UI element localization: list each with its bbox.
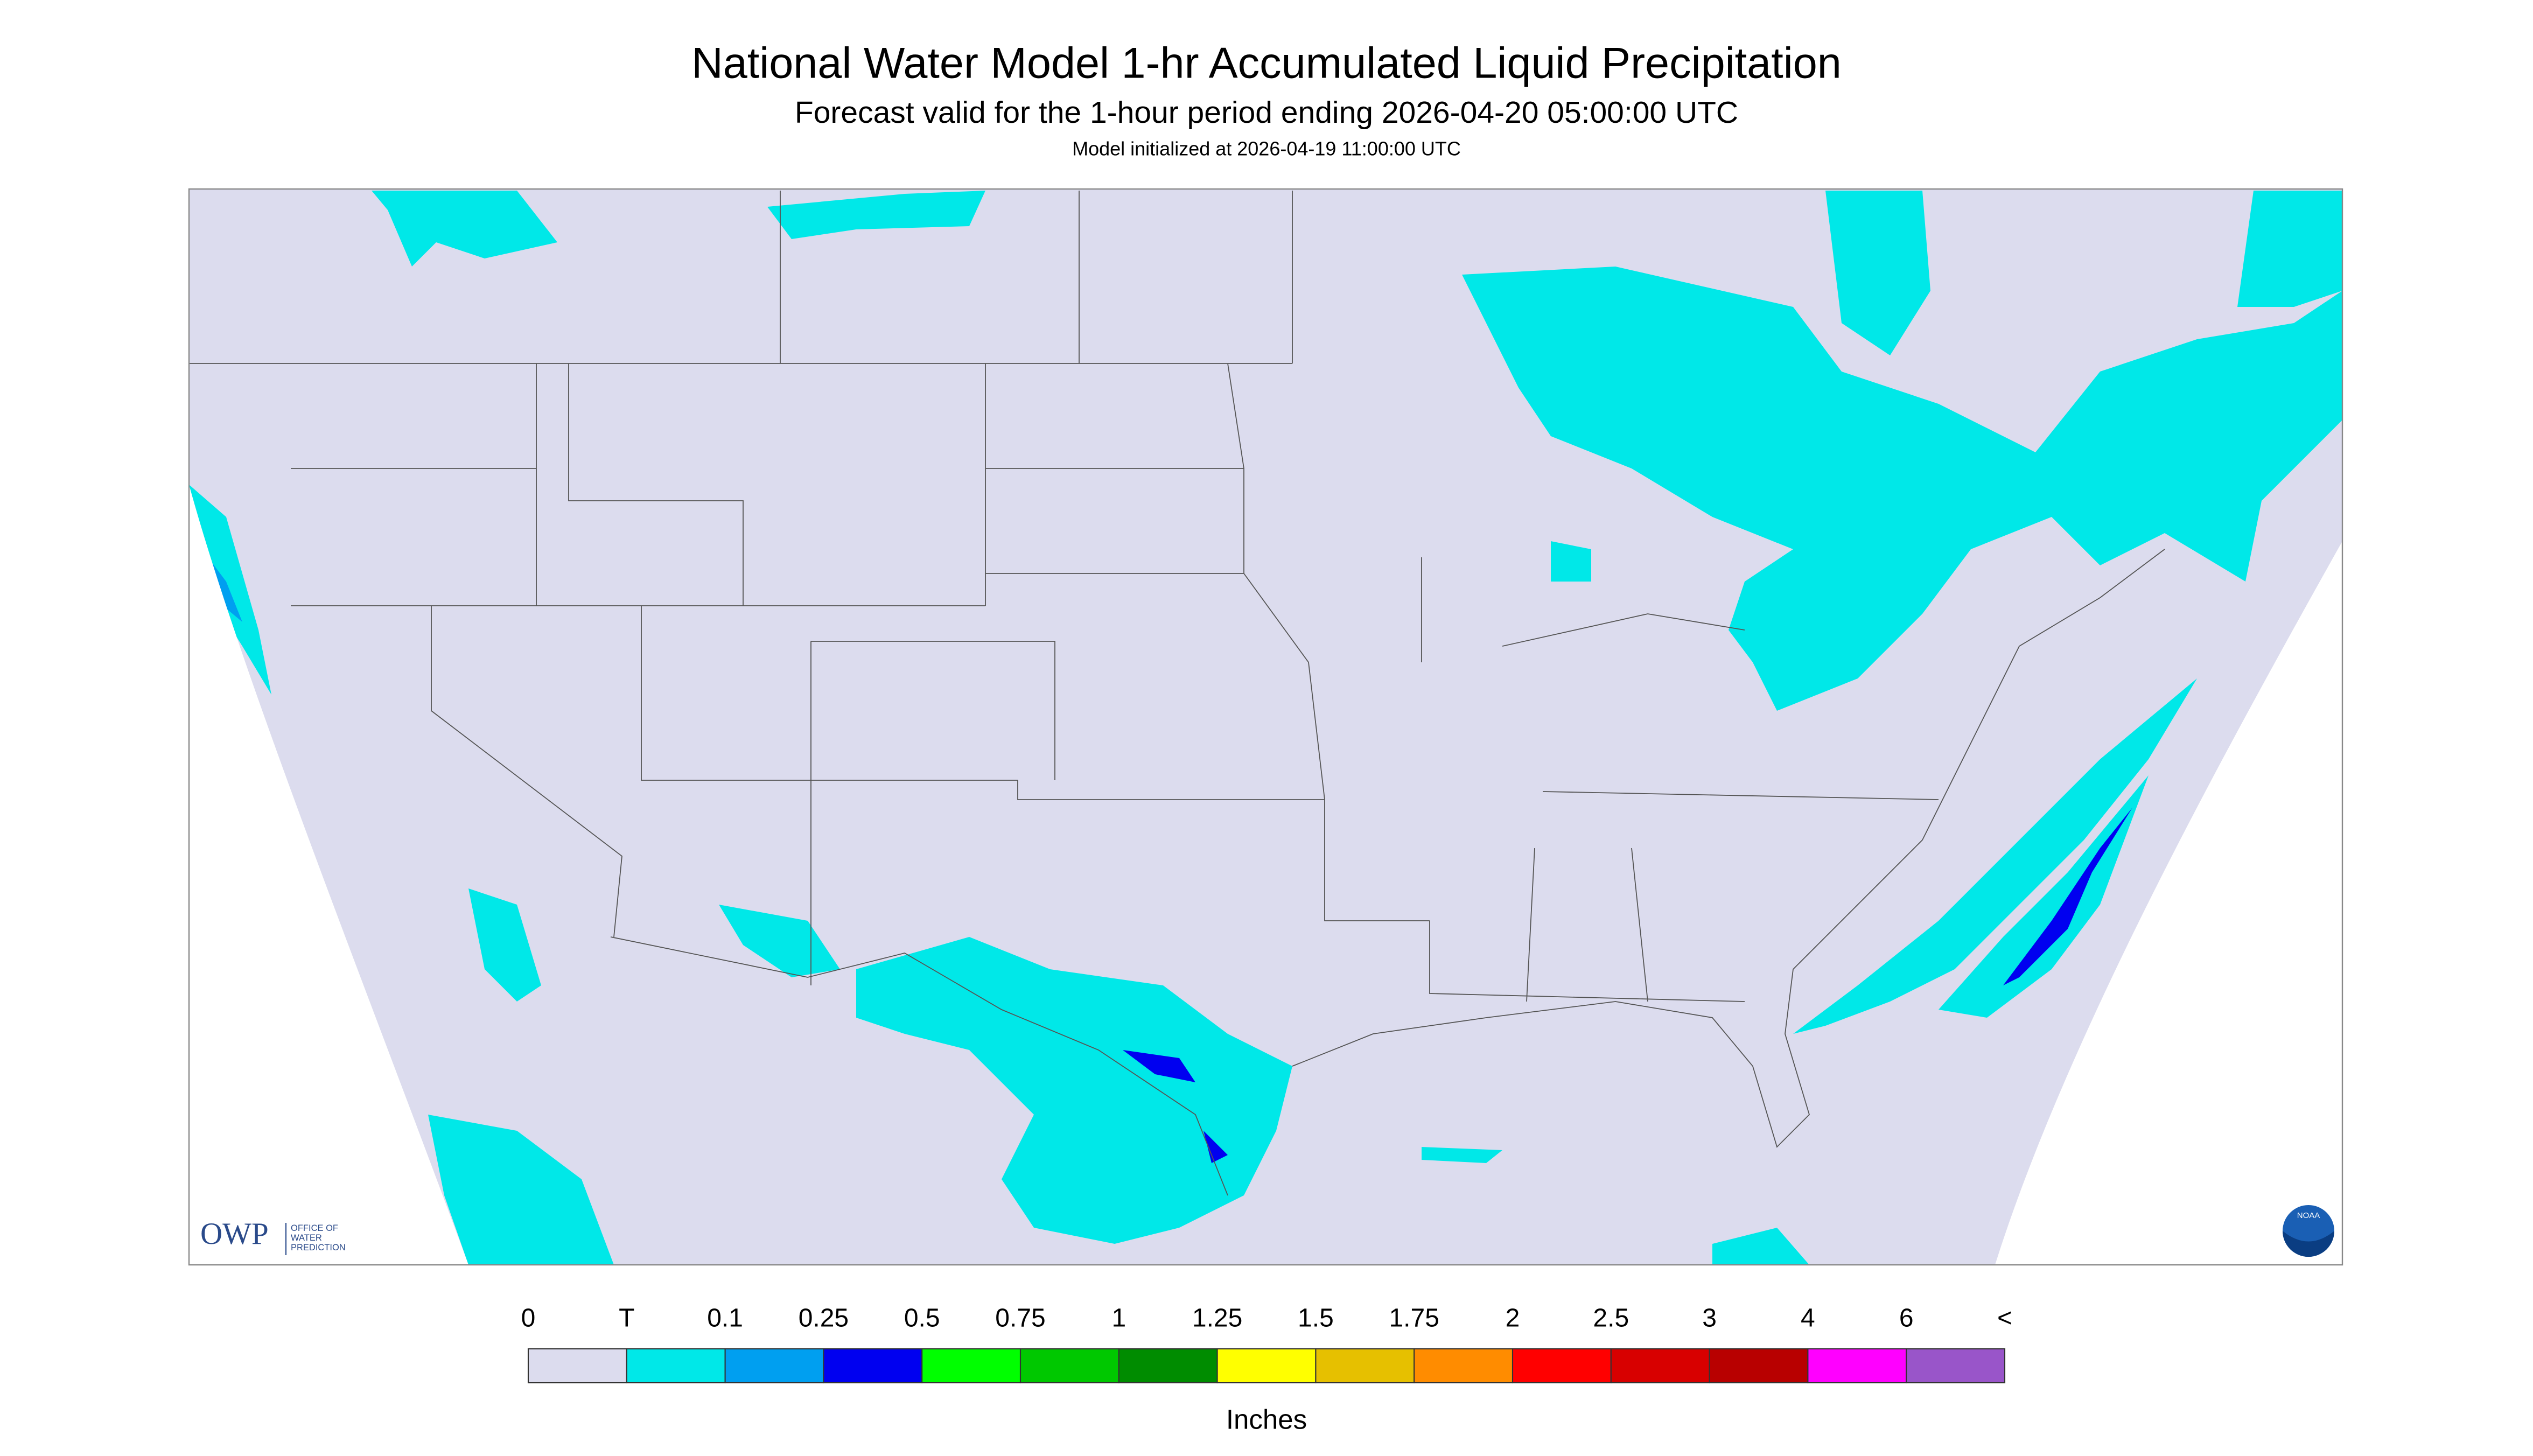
legend-units: Inches: [1226, 1404, 1307, 1434]
legend-swatch: [626, 1348, 726, 1384]
noaa-text: NOAA: [2297, 1211, 2320, 1220]
legend-swatch: [527, 1348, 627, 1384]
legend-label: 0.25: [799, 1304, 849, 1333]
legend-label: 3: [1702, 1304, 1717, 1333]
legend-swatch: [1906, 1348, 2006, 1384]
legend-swatch: [724, 1348, 824, 1384]
legend-label: 4: [1801, 1304, 1815, 1333]
legend-label: T: [619, 1304, 634, 1333]
outside-domain: [1995, 541, 2342, 1265]
legend-label: 2.5: [1593, 1304, 1629, 1333]
logo-office: OFFICE OF: [291, 1223, 338, 1233]
logo-owp: OWP: [200, 1217, 269, 1251]
legend-label: 0.75: [995, 1304, 1045, 1333]
subtitle: Forecast valid for the 1-hour period end…: [795, 95, 1738, 130]
legend-label: 0.1: [707, 1304, 743, 1333]
legend-swatch: [1807, 1348, 1907, 1384]
legend-label: 1.75: [1389, 1304, 1439, 1333]
legend-label: 0: [521, 1304, 536, 1333]
legend-swatch: [1414, 1348, 1514, 1384]
legend-swatch: [1610, 1348, 1710, 1384]
map: OWP OFFICE OF WATER PREDICTION NOAA: [188, 188, 2343, 1266]
legend-label: 6: [1899, 1304, 1914, 1333]
legend-swatch: [921, 1348, 1021, 1384]
logo-office: WATER: [291, 1233, 322, 1243]
noaa-logo-wave: [2283, 1231, 2334, 1257]
legend-swatch: [1019, 1348, 1119, 1384]
legend-label: 0.5: [904, 1304, 940, 1333]
legend-swatch: [1709, 1348, 1809, 1384]
title: National Water Model 1-hr Accumulated Li…: [691, 39, 1842, 87]
legend-swatch: [1216, 1348, 1317, 1384]
logo-office: PREDICTION: [291, 1243, 346, 1252]
legend-swatch: [1512, 1348, 1612, 1384]
legend-swatch: [823, 1348, 923, 1384]
map-frame: [188, 188, 2343, 1266]
legend-label: 2: [1506, 1304, 1520, 1333]
precip-areas: [189, 191, 2342, 1265]
legend-label: 1.25: [1192, 1304, 1242, 1333]
legend-label: <: [1997, 1304, 2012, 1333]
legend-label: 1: [1111, 1304, 1126, 1333]
init-time: Model initialized at 2026-04-19 11:00:00…: [1072, 138, 1461, 160]
legend: 0 T 0.1 0.25 0.5 0.75 1 1.25 1.5 1.75 2 2.5 3 4 6 <: [521, 1304, 2012, 1384]
legend-swatch: [1315, 1348, 1415, 1384]
legend-swatch: [1118, 1348, 1218, 1384]
borders: [189, 191, 2165, 1196]
outside-domain: [189, 485, 468, 1265]
legend-label: 1.5: [1298, 1304, 1334, 1333]
